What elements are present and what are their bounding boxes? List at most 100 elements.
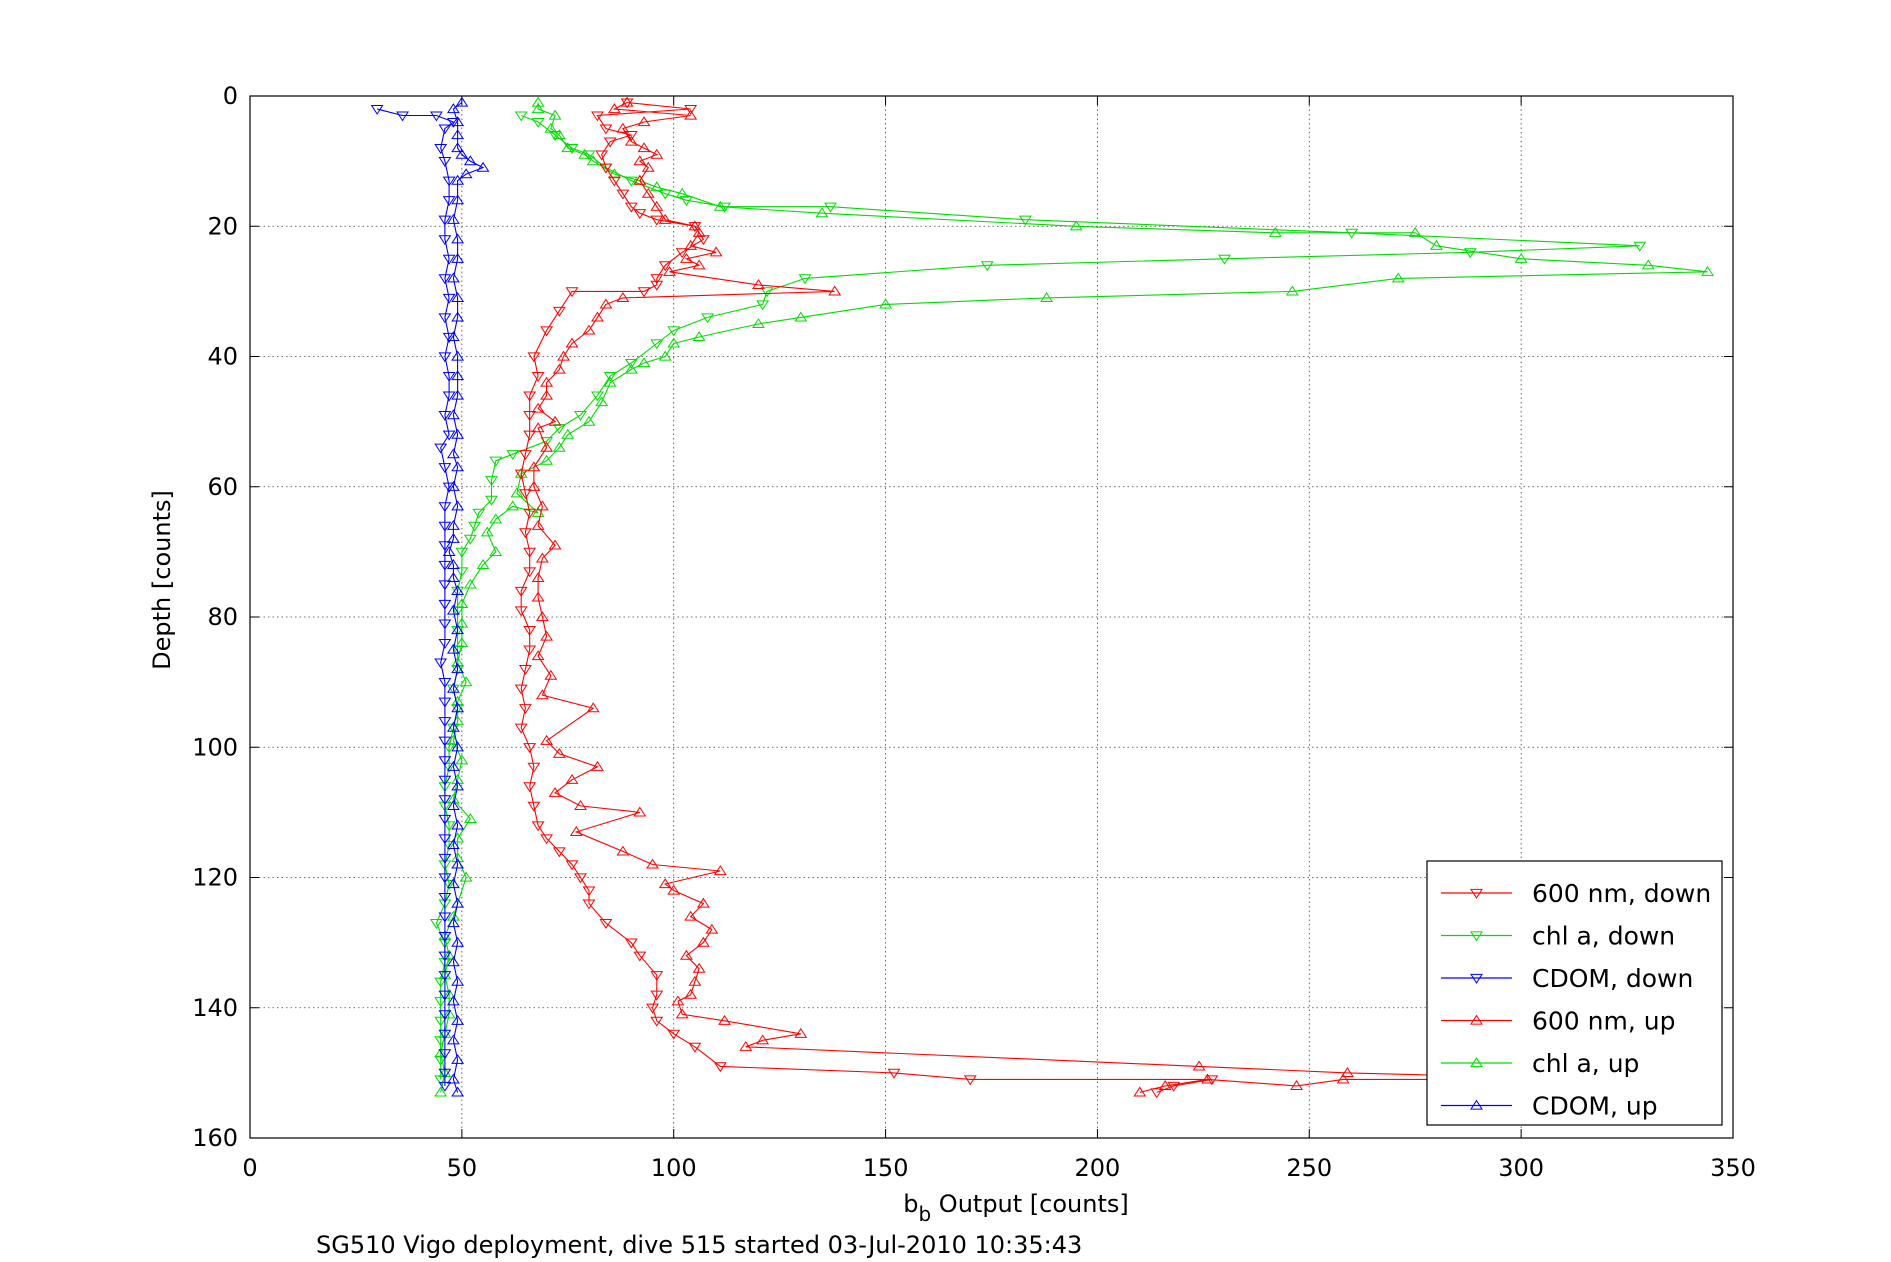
data-point	[438, 638, 452, 649]
data-point	[713, 865, 727, 876]
data-point	[603, 137, 617, 148]
data-point	[756, 1034, 770, 1045]
data-point	[531, 650, 545, 661]
data-point	[650, 971, 664, 982]
data-point	[434, 658, 448, 669]
data-point	[739, 1040, 753, 1051]
data-point	[451, 252, 465, 263]
data-point	[565, 773, 579, 784]
data-point	[591, 760, 604, 771]
data-point	[442, 254, 456, 265]
data-point	[680, 252, 693, 263]
data-point	[637, 287, 651, 298]
data-point	[438, 892, 452, 903]
data-point	[438, 124, 452, 135]
data-point	[603, 376, 617, 387]
data-point	[527, 801, 541, 812]
data-point	[446, 559, 460, 569]
data-point	[650, 339, 664, 350]
data-point	[548, 109, 562, 120]
data-point	[523, 743, 537, 754]
data-point	[451, 624, 465, 635]
data-point	[616, 189, 630, 200]
data-point	[633, 209, 647, 220]
data-point	[713, 200, 727, 211]
data-point	[574, 799, 587, 810]
data-point	[442, 840, 456, 851]
data-point	[684, 104, 698, 115]
data-point	[531, 821, 545, 832]
data-point	[438, 775, 452, 786]
data-point	[438, 814, 452, 825]
data-point	[451, 428, 465, 439]
data-point	[455, 567, 469, 578]
data-point	[637, 357, 651, 368]
data-point	[675, 248, 689, 259]
legend: 600 nm, down chl a, down CDOM, down 600 nm,…	[1426, 860, 1723, 1126]
data-point	[561, 142, 575, 153]
data-point	[459, 871, 473, 882]
data-point	[540, 630, 554, 641]
y-tick-label: 140	[192, 994, 238, 1022]
legend-marker	[1470, 973, 1483, 984]
data-point	[1192, 1060, 1206, 1071]
data-point	[552, 424, 566, 435]
data-point	[438, 990, 452, 1001]
data-point	[963, 1075, 977, 1086]
data-point	[527, 352, 541, 363]
data-point	[582, 899, 596, 910]
data-point	[451, 142, 465, 153]
data-point	[523, 567, 537, 578]
data-point	[798, 274, 812, 285]
legend-label: 600 nm, up	[1532, 1007, 1675, 1036]
data-point	[599, 124, 613, 135]
legend-marker	[1470, 888, 1483, 899]
data-point	[451, 606, 465, 617]
data-point	[595, 396, 609, 407]
y-tick-label: 40	[207, 343, 238, 371]
data-point	[637, 142, 651, 153]
data-point	[510, 487, 524, 498]
data-point	[591, 311, 604, 322]
data-point	[709, 246, 723, 257]
y-tick-label: 100	[192, 733, 238, 761]
data-point	[650, 148, 664, 159]
data-point	[684, 910, 698, 921]
data-point	[599, 298, 613, 309]
data-point	[540, 376, 554, 387]
data-point	[552, 847, 566, 858]
data-point	[599, 919, 613, 929]
data-point	[463, 155, 477, 166]
data-point	[658, 350, 672, 361]
data-point	[1336, 1073, 1350, 1084]
data-point	[442, 391, 456, 402]
data-point	[667, 326, 681, 337]
legend-label: CDOM, down	[1532, 964, 1693, 993]
data-point	[578, 148, 592, 159]
data-point	[624, 131, 638, 141]
data-point	[463, 813, 477, 823]
data-point	[442, 1008, 456, 1019]
data-point	[692, 226, 706, 237]
legend-label: chl a, down	[1532, 922, 1675, 951]
legend-marker	[1470, 931, 1483, 942]
data-point	[442, 371, 456, 382]
data-point	[650, 181, 664, 192]
data-point	[705, 923, 719, 934]
data-point	[451, 656, 465, 667]
data-point	[434, 443, 448, 454]
data-point	[446, 917, 460, 928]
y-tick-label: 60	[207, 473, 238, 501]
data-point	[663, 265, 676, 276]
data-point	[616, 292, 630, 302]
y-tick-label: 160	[192, 1124, 238, 1152]
data-point	[658, 213, 672, 224]
data-point	[451, 819, 465, 830]
data-point	[1408, 226, 1422, 237]
data-point	[434, 144, 448, 154]
data-point	[451, 389, 465, 400]
data-point	[616, 845, 630, 856]
series-line	[520, 101, 1212, 1093]
data-point	[523, 547, 537, 558]
